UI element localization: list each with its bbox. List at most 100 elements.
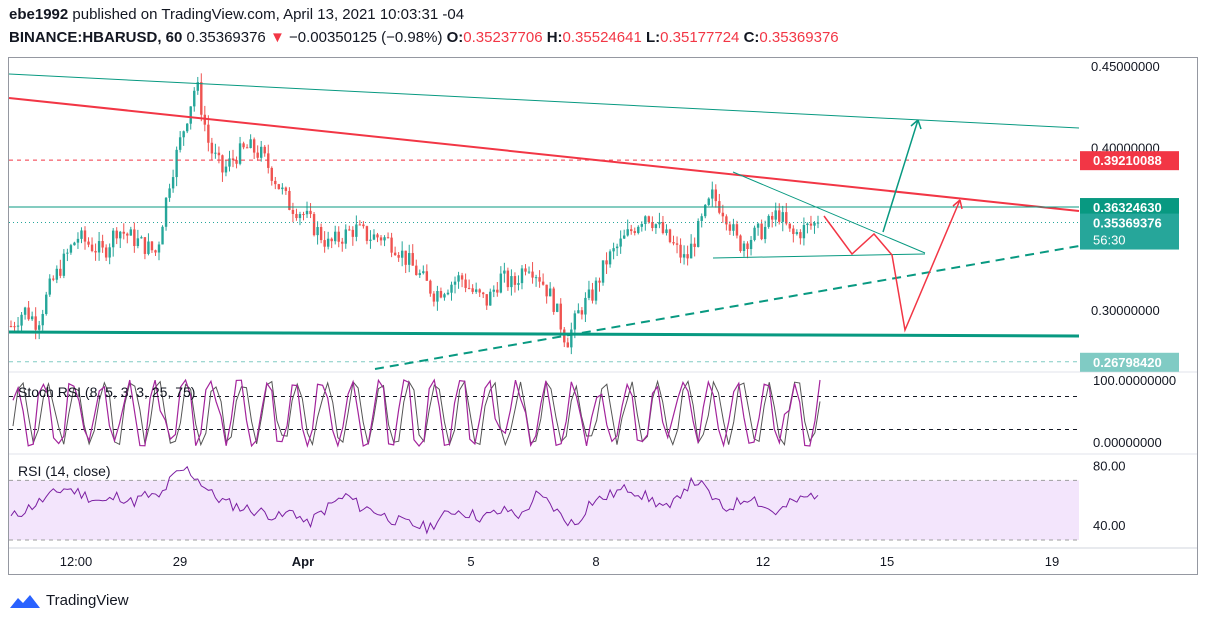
candle-body bbox=[418, 273, 421, 276]
candle-body bbox=[291, 209, 295, 214]
candle-body bbox=[527, 271, 531, 273]
candle-body bbox=[608, 251, 612, 265]
candle-body bbox=[474, 289, 478, 292]
candle-body bbox=[601, 260, 605, 283]
candle-body bbox=[59, 268, 62, 276]
candle-body bbox=[622, 235, 626, 239]
candle-body bbox=[689, 243, 693, 259]
candle-body bbox=[48, 278, 51, 295]
candle-body bbox=[344, 229, 347, 244]
candle-body bbox=[256, 152, 259, 158]
candle-body bbox=[735, 224, 739, 236]
candle-body bbox=[108, 247, 111, 258]
candle-body bbox=[439, 291, 443, 298]
candle-body bbox=[393, 252, 397, 256]
price-tick-label: 0.30000000 bbox=[1091, 303, 1160, 318]
low-label: L: bbox=[645, 29, 661, 46]
candle-body bbox=[348, 229, 351, 231]
candle-body bbox=[379, 237, 383, 241]
candle-body bbox=[672, 242, 675, 244]
candle-body bbox=[126, 233, 129, 236]
candle-body bbox=[503, 270, 506, 274]
candle-body bbox=[37, 325, 41, 330]
candle-body bbox=[73, 242, 76, 246]
candle-body bbox=[778, 210, 781, 222]
candle-body bbox=[69, 245, 73, 253]
candle-body bbox=[605, 260, 608, 265]
candle-body bbox=[119, 231, 122, 239]
candle-body bbox=[728, 224, 732, 231]
candle-body bbox=[316, 227, 319, 236]
candle-body bbox=[756, 223, 760, 228]
candle-body bbox=[806, 223, 809, 226]
candle-body bbox=[813, 222, 816, 226]
close-label: C: bbox=[743, 29, 760, 46]
candle-body bbox=[16, 325, 20, 327]
candle-body bbox=[665, 229, 668, 234]
price-label: 0.39210088 bbox=[1093, 153, 1162, 168]
price-tick-label: 0.45000000 bbox=[1091, 59, 1160, 74]
candle-body bbox=[193, 90, 196, 107]
candle-body bbox=[295, 213, 298, 219]
symbol-label[interactable]: BINANCE:HBARUSD, 60 bbox=[9, 29, 183, 46]
descending-trendline bbox=[8, 97, 1080, 212]
candle-body bbox=[563, 329, 566, 343]
candle-body bbox=[538, 277, 541, 282]
candle-body bbox=[732, 224, 735, 231]
candle-body bbox=[510, 276, 513, 288]
candle-body bbox=[143, 237, 147, 254]
candle-body bbox=[207, 124, 210, 143]
candle-body bbox=[640, 223, 643, 227]
candle-body bbox=[231, 158, 235, 161]
candle-body bbox=[644, 216, 647, 224]
candle-body bbox=[154, 250, 157, 253]
stoch-title: Stoch RSI (8, 5, 3, 3, 25, 75) bbox=[18, 384, 195, 400]
candle-body bbox=[101, 241, 104, 248]
candle-body bbox=[157, 244, 161, 253]
candle-body bbox=[263, 146, 266, 154]
candle-body bbox=[485, 294, 488, 306]
candle-body bbox=[281, 187, 284, 190]
candle-body bbox=[506, 270, 510, 288]
candle-body bbox=[115, 230, 118, 239]
price-label-box bbox=[1080, 151, 1179, 171]
candle-body bbox=[369, 239, 372, 241]
time-tick-label: 8 bbox=[592, 554, 599, 569]
candle-body bbox=[795, 232, 799, 235]
ohlc-line: BINANCE:HBARUSD, 60 0.35369376 ▼ −0.0035… bbox=[9, 29, 839, 46]
candle-body bbox=[422, 271, 425, 274]
candle-body bbox=[471, 288, 474, 292]
rsi-tick-label: 40.00 bbox=[1093, 518, 1126, 533]
low-value: 0.35177724 bbox=[660, 29, 740, 46]
candle-body bbox=[612, 248, 615, 252]
candle-body bbox=[749, 239, 753, 250]
candle-body bbox=[94, 250, 97, 253]
candle-body bbox=[573, 313, 577, 330]
candle-body bbox=[792, 228, 795, 235]
time-tick-label: 12:00 bbox=[60, 554, 93, 569]
candle-body bbox=[182, 131, 185, 138]
candle-body bbox=[334, 231, 337, 242]
author-name[interactable]: ebe1992 bbox=[9, 6, 69, 23]
candle-body bbox=[235, 160, 238, 164]
candle-body bbox=[559, 303, 562, 330]
candle-body bbox=[408, 253, 411, 265]
candle-body bbox=[358, 224, 362, 226]
candle-body bbox=[802, 225, 806, 239]
candle-body bbox=[111, 230, 115, 248]
arrow-head-icon bbox=[910, 119, 922, 130]
time-tick-label: Apr bbox=[292, 554, 314, 569]
candle-body bbox=[594, 280, 598, 301]
candle-body bbox=[633, 231, 636, 233]
candle-body bbox=[341, 241, 344, 244]
time-tick-label: 15 bbox=[880, 554, 894, 569]
candle-body bbox=[23, 307, 27, 315]
candle-body bbox=[277, 184, 281, 190]
candle-body bbox=[429, 280, 432, 294]
time-tick-label: 19 bbox=[1045, 554, 1059, 569]
ascending-support-dashed bbox=[374, 245, 1080, 370]
candle-body bbox=[587, 289, 591, 298]
candle-body bbox=[217, 152, 221, 156]
candle-body bbox=[129, 229, 133, 236]
